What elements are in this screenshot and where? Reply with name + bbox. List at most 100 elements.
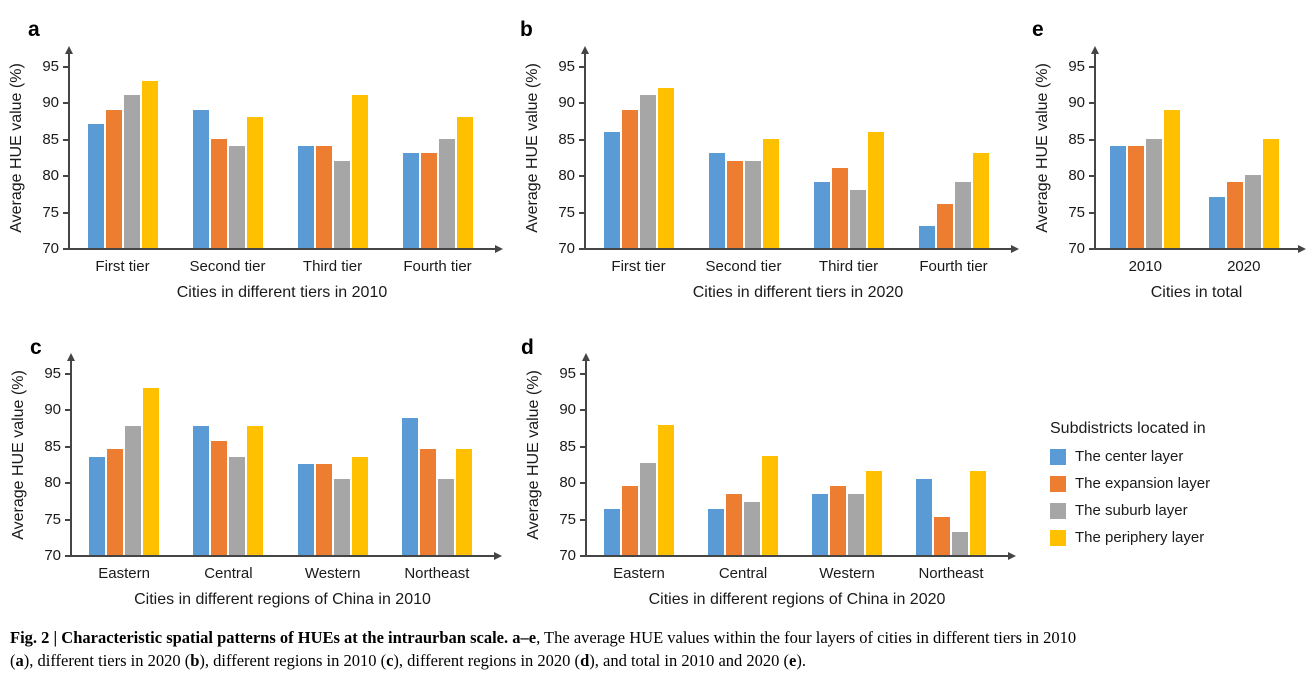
y-tick-label: 75 (44, 510, 61, 528)
caption-segment: , The average HUE values within the four… (536, 628, 1077, 647)
caption-bold-segment: a (15, 651, 24, 670)
bar-d-northeast-the-center-layer (916, 479, 932, 555)
y-tick-mark (65, 482, 70, 485)
bar-c-eastern-the-expansion-layer (107, 449, 124, 555)
bar-b-first-tier-the-periphery-layer (657, 87, 674, 248)
y-tick-mark (1089, 102, 1094, 105)
bar-group-second-tier: Second tier (706, 138, 781, 275)
bar-group-western: Western (297, 456, 368, 582)
y-tick-label: 80 (558, 167, 575, 185)
plot-a: Average HUE value (%) 70 75 80 85 90 95 First… (8, 46, 503, 301)
bar-group-third-tier: Third tier (297, 95, 368, 275)
y-axis-title: Average HUE value (%) (8, 46, 26, 250)
y-tick-label: 95 (1068, 58, 1085, 75)
legend-title: Subdistricts located in (1050, 420, 1206, 437)
y-tick-label: 75 (558, 203, 575, 221)
y-axis-line (582, 353, 590, 557)
y-tick-mark (63, 211, 68, 214)
bar-a-first-tier-the-expansion-layer (105, 109, 122, 248)
bar-b-fourth-tier-the-suburb-layer (954, 182, 971, 248)
x-axis-line (585, 552, 1016, 560)
x-axis-title: Cities in different regions of China in … (648, 591, 946, 608)
y-tick-mark (65, 555, 70, 557)
bar-c-northeast-the-expansion-layer (419, 449, 436, 555)
panel-letter-c: c (30, 336, 42, 359)
y-tick-label: 85 (42, 130, 59, 148)
bar-c-northeast-the-periphery-layer (455, 449, 472, 555)
bar-c-central-the-periphery-layer (247, 426, 264, 555)
y-axis-title-text: Average HUE value (%) (525, 370, 542, 540)
legend-item-the-periphery-layer: The periphery layer (1050, 529, 1210, 546)
bar-a-first-tier-the-center-layer (87, 124, 104, 248)
bar-c-western-the-periphery-layer (351, 456, 368, 555)
category-label-2010: 2010 (1128, 258, 1162, 275)
panel-letter-b: b (520, 18, 533, 41)
bar-d-northeast-the-suburb-layer (952, 532, 968, 555)
y-tick-mark (65, 409, 70, 412)
caption-segment: ), different regions in 2020 ( (393, 651, 581, 670)
bar-group-first-tier: First tier (87, 80, 158, 275)
bar-b-third-tier-the-center-layer (813, 182, 830, 248)
y-axis-title: Average HUE value (%) (525, 353, 543, 557)
x-axis-arrow-icon (495, 245, 503, 253)
category-label-first-tier: First tier (95, 258, 150, 275)
y-axis-arrow-icon (581, 46, 589, 54)
bar-c-northeast-the-center-layer (401, 418, 418, 555)
y-tick-label: 85 (558, 130, 575, 148)
y-tick-label: 80 (42, 167, 59, 185)
bar-group-central: Central (193, 426, 264, 582)
caption-segment: ( (10, 651, 16, 670)
y-tick-mark (63, 138, 68, 141)
y-axis-arrow-icon (1091, 46, 1099, 54)
bar-e-2020-the-periphery-layer (1262, 138, 1279, 248)
category-label-northeast: Northeast (918, 565, 984, 582)
bar-e-2010-the-expansion-layer (1128, 146, 1145, 248)
x-axis-title: Cities in total (1150, 284, 1243, 301)
panel-a: a Average HUE value (%) 70 75 80 85 90 95 Fir… (8, 18, 503, 318)
legend-swatch-the-suburb-layer-icon (1050, 502, 1066, 519)
y-tick-label: 75 (559, 510, 576, 528)
panel-letter-a: a (28, 18, 40, 41)
bar-a-fourth-tier-the-periphery-layer (456, 116, 473, 248)
bar-group-eastern: Eastern (604, 424, 674, 582)
y-tick-mark (580, 555, 585, 557)
caption-segment: ), different tiers in 2020 ( (23, 651, 191, 670)
bars-area: First tier Second tier Third tier Fourth ti… (70, 46, 490, 275)
bar-c-western-the-expansion-layer (315, 464, 332, 555)
x-axis-title: Cities in different tiers in 2020 (692, 284, 904, 301)
y-axis-line (581, 46, 589, 250)
y-tick-mark (579, 248, 584, 250)
y-tick-label: 90 (559, 401, 576, 419)
bar-e-2010-the-suburb-layer (1146, 138, 1163, 248)
category-label-second-tier: Second tier (189, 258, 266, 275)
legend-item-the-center-layer: The center layer (1050, 448, 1210, 465)
category-label-second-tier: Second tier (705, 258, 782, 275)
bar-group-2020: 2020 (1208, 138, 1279, 275)
bar-group-2010: 2010 (1110, 109, 1181, 275)
caption-line: Fig. 2 | Characteristic spatial patterns… (10, 626, 1302, 649)
y-tick-mark (63, 175, 68, 178)
bar-a-first-tier-the-suburb-layer (123, 95, 140, 248)
y-axis-title-text: Average HUE value (%) (1034, 63, 1051, 233)
bar-group-northeast: Northeast (916, 471, 986, 582)
bar-b-second-tier-the-expansion-layer (726, 160, 743, 248)
bar-d-northeast-the-periphery-layer (970, 471, 986, 555)
legend-swatch-the-expansion-layer-icon (1050, 475, 1066, 492)
legend-item-the-expansion-layer: The expansion layer (1050, 475, 1210, 492)
y-axis-arrow-icon (67, 353, 75, 361)
bar-a-third-tier-the-suburb-layer (333, 160, 350, 248)
y-tick-mark (579, 66, 584, 68)
x-axis-title: Cities in different tiers in 2010 (176, 284, 388, 301)
legend-items: The center layer The expansion layer The s… (1050, 448, 1210, 546)
y-tick-mark (63, 102, 68, 105)
category-label-northeast: Northeast (404, 565, 470, 582)
y-tick-mark (65, 445, 70, 448)
caption-segment: ), and total in 2010 and 2020 ( (589, 651, 790, 670)
bar-e-2020-the-center-layer (1208, 197, 1225, 248)
y-tick-label: 80 (559, 474, 576, 492)
y-tick-label: 90 (1068, 94, 1085, 112)
legend-item-label: The periphery layer (1075, 529, 1205, 546)
y-tick-label: 70 (559, 547, 576, 564)
bar-d-eastern-the-periphery-layer (658, 424, 674, 555)
bar-group-central: Central (708, 456, 778, 582)
